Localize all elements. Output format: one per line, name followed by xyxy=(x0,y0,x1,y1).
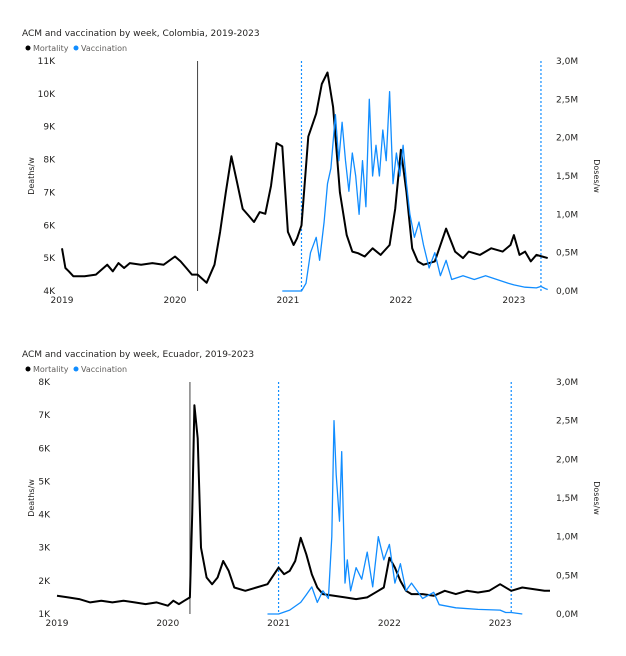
y-tick-label: 2K xyxy=(38,577,51,587)
legend-vaccination-label: Vaccination xyxy=(81,365,127,374)
y2-tick-label: 2,5M xyxy=(556,417,578,427)
y2-tick-label: 1,0M xyxy=(556,533,578,543)
legend-vaccination-label: Vaccination xyxy=(81,44,127,53)
chart-title: ACM and vaccination by week, Colombia, 2… xyxy=(22,29,260,39)
legend-vaccination-dot xyxy=(73,366,79,372)
y-tick-label: 4K xyxy=(43,287,56,297)
x-tick-label: 2023 xyxy=(489,619,512,629)
legend-mortality-dot xyxy=(25,366,31,372)
y2-tick-label: 1,5M xyxy=(556,494,578,504)
legend-mortality-label: Mortality xyxy=(33,44,69,53)
y2-axis-label: Doses/w xyxy=(592,159,601,193)
y2-tick-label: 3,0M xyxy=(556,378,578,388)
x-tick-label: 2022 xyxy=(389,296,412,306)
y-tick-label: 6K xyxy=(38,444,51,454)
y2-tick-label: 0,0M xyxy=(556,287,578,297)
y2-tick-label: 2,0M xyxy=(556,134,578,144)
x-tick-label: 2019 xyxy=(51,296,74,306)
y2-tick-label: 0,5M xyxy=(556,571,578,581)
x-tick-label: 2022 xyxy=(378,619,401,629)
x-tick-label: 2023 xyxy=(502,296,525,306)
chart-title: ACM and vaccination by week, Ecuador, 20… xyxy=(22,350,254,360)
y-tick-label: 10K xyxy=(38,90,56,100)
y-tick-label: 6K xyxy=(43,221,56,231)
y2-axis-label: Doses/w xyxy=(592,481,601,515)
y-tick-label: 8K xyxy=(38,378,51,388)
x-tick-label: 2021 xyxy=(267,619,290,629)
y-tick-label: 4K xyxy=(38,511,51,521)
y2-tick-label: 2,0M xyxy=(556,455,578,465)
y2-tick-label: 0,5M xyxy=(556,249,578,259)
x-tick-label: 2020 xyxy=(156,619,179,629)
y-tick-label: 8K xyxy=(43,156,56,166)
chart-colombia: ACM and vaccination by week, Colombia, 2… xyxy=(22,29,601,306)
y2-tick-label: 2,5M xyxy=(556,95,578,105)
x-tick-label: 2019 xyxy=(46,619,69,629)
vaccination-series-line xyxy=(267,420,523,615)
vaccination-series-line xyxy=(282,91,548,292)
y-tick-label: 9K xyxy=(43,123,56,133)
x-tick-label: 2021 xyxy=(276,296,299,306)
legend-mortality-dot xyxy=(25,45,31,51)
y-tick-label: 1K xyxy=(38,610,51,620)
y-tick-label: 11K xyxy=(38,57,56,67)
y-tick-label: 5K xyxy=(43,254,56,264)
mortality-series-line xyxy=(56,404,550,607)
y2-tick-label: 0,0M xyxy=(556,610,578,620)
y-tick-label: 7K xyxy=(43,188,56,198)
y2-tick-label: 1,0M xyxy=(556,210,578,220)
y2-tick-label: 3,0M xyxy=(556,57,578,67)
legend-vaccination-dot xyxy=(73,45,79,51)
x-tick-label: 2020 xyxy=(164,296,187,306)
y-axis-label: Deaths/w xyxy=(27,479,36,517)
y-axis-label: Deaths/w xyxy=(27,157,36,195)
chart-ecuador: ACM and vaccination by week, Ecuador, 20… xyxy=(22,350,601,629)
mortality-series-line xyxy=(61,71,548,284)
y2-tick-label: 1,5M xyxy=(556,172,578,182)
y-tick-label: 7K xyxy=(38,411,51,421)
legend-mortality-label: Mortality xyxy=(33,365,69,374)
y-tick-label: 3K xyxy=(38,544,51,554)
y-tick-label: 5K xyxy=(38,477,51,487)
